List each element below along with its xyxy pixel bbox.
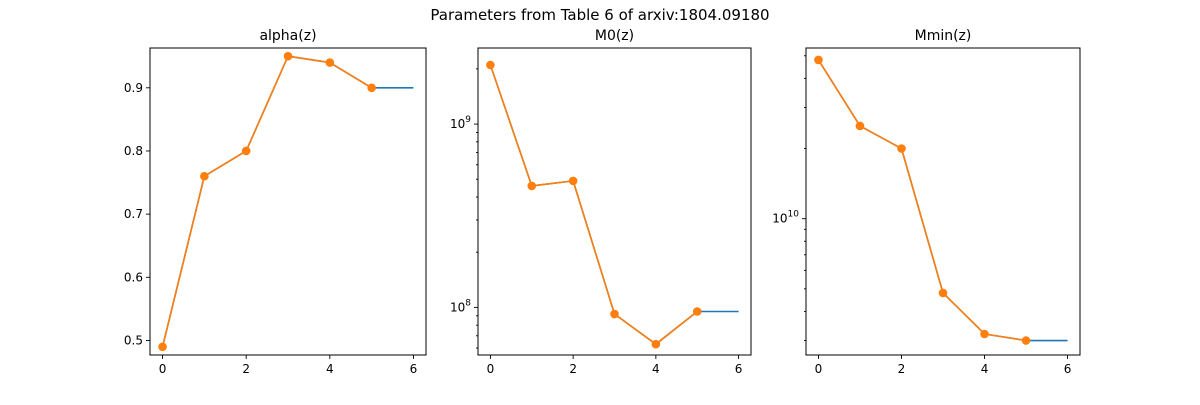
x-tick-label: 2 [242, 362, 250, 376]
data-point [897, 144, 906, 153]
x-tick-label: 4 [652, 362, 660, 376]
y-tick-label: 0.8 [124, 144, 143, 158]
series-line-2 [161, 55, 373, 347]
data-point [200, 171, 209, 181]
subplot-1: 0 2 4 6 0.5 0.6 0.7 0.8 0.9 alpha(z) [124, 28, 427, 376]
series-line-2 [489, 64, 698, 345]
x-tick-label: 6 [410, 362, 418, 376]
y-tick-label: 1010 [772, 210, 799, 226]
x-tick-label: 0 [815, 362, 823, 376]
series-line-1 [161, 55, 414, 347]
data-point [367, 83, 376, 93]
x-tick-label: 2 [569, 362, 577, 376]
data-point [938, 288, 948, 298]
y-tick-label: 0.9 [124, 81, 143, 95]
data-point [692, 307, 702, 316]
figure-title: Parameters from Table 6 of arxiv:1804.09… [430, 6, 769, 24]
data-point [486, 60, 495, 70]
data-point [855, 121, 865, 131]
x-tick-label: 6 [1064, 362, 1072, 376]
series-line-1 [817, 59, 1068, 342]
data-point [568, 176, 578, 186]
data-point [980, 329, 989, 339]
subplot-title: alpha(z) [259, 28, 316, 44]
y-tick-label: 0.5 [124, 333, 143, 347]
x-tick-label: 0 [487, 362, 495, 376]
axes-frame [149, 47, 427, 356]
data-point [610, 309, 619, 319]
data-point [651, 339, 661, 349]
y-tick-label: 0.6 [124, 270, 143, 284]
subplot-2: 0 2 4 6 108 109 M0(z) [450, 28, 752, 376]
x-tick-label: 0 [159, 362, 167, 376]
data-point [527, 181, 537, 191]
x-tick-label: 4 [981, 362, 989, 376]
y-tick-label: 108 [450, 298, 471, 314]
y-tick-label: 109 [450, 115, 471, 131]
subplot-title: Mmin(z) [915, 28, 972, 44]
data-point [325, 58, 335, 67]
data-point [814, 55, 823, 65]
y-tick-label: 0.7 [124, 207, 143, 221]
subplot-3: 0 2 4 6 1010 Mmin(z) [772, 28, 1081, 376]
series-line-1 [489, 64, 739, 345]
data-point [158, 342, 167, 352]
x-tick-label: 2 [898, 362, 906, 376]
subplot-title: M0(z) [595, 28, 634, 44]
data-point [1021, 336, 1031, 345]
data-point [283, 51, 293, 61]
series-line-2 [817, 59, 1027, 342]
data-point [241, 146, 251, 156]
x-tick-label: 4 [326, 362, 334, 376]
axes-frame [805, 47, 1081, 356]
x-tick-label: 6 [735, 362, 743, 376]
axes-frame [477, 47, 752, 356]
